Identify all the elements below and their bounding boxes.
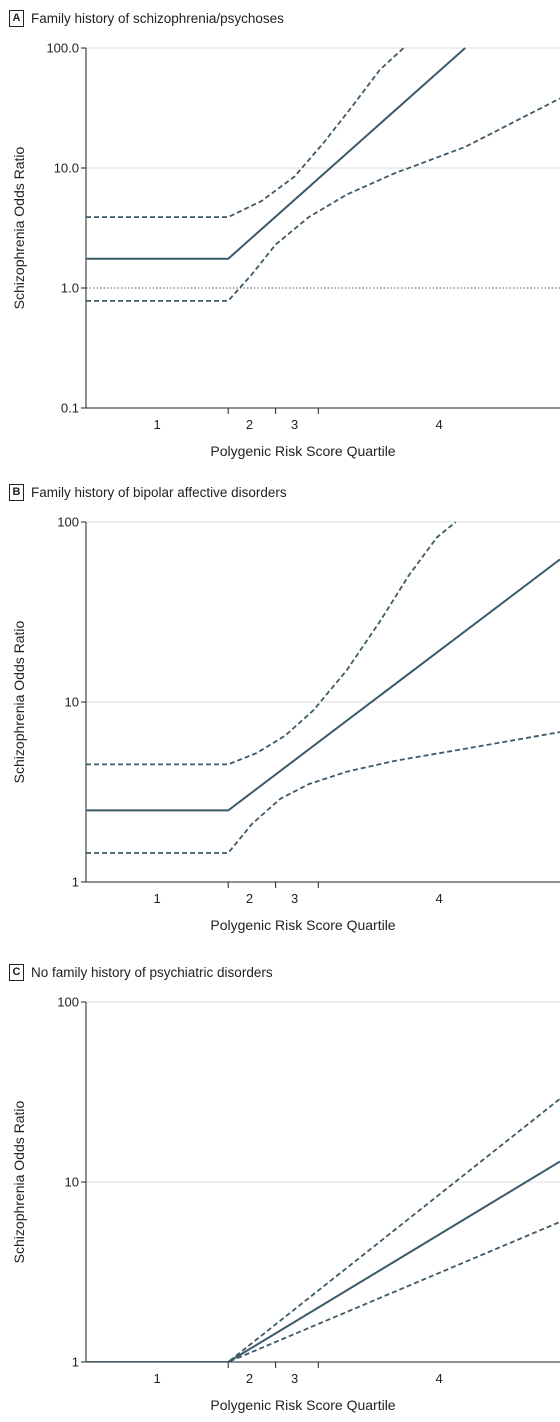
- panel-b-letter: B: [9, 483, 24, 501]
- estimate-line: [86, 47, 466, 260]
- series-group: [86, 521, 560, 854]
- y-tick-label: 10: [65, 695, 79, 710]
- panel-b-title: Family history of bipolar affective diso…: [31, 484, 287, 500]
- panel-b-header: B Family history of bipolar affective di…: [9, 482, 287, 502]
- panel-a-letter: A: [9, 9, 24, 27]
- panel-b: B Family history of bipolar affective di…: [0, 482, 560, 942]
- panel-b-chart: 1 10 100 1 2 3 4 Polygenic Risk Score Quartile S…: [11, 515, 560, 933]
- y-tick-label: 1: [72, 875, 79, 890]
- ci-line: [86, 97, 560, 302]
- y-tick-label: 100: [57, 995, 79, 1010]
- ci-line: [86, 1221, 560, 1362]
- panel-c-letter: C: [9, 963, 24, 981]
- x-tick-label: 4: [436, 417, 443, 432]
- x-tick-label: 1: [153, 417, 160, 432]
- x-axis-label: Polygenic Risk Score Quartile: [210, 917, 395, 933]
- x-tick-label: 2: [246, 1371, 253, 1386]
- panel-c-title: No family history of psychiatric disorde…: [31, 964, 273, 980]
- x-tick-label: 4: [436, 1371, 443, 1386]
- panel-a-chart: 0.1 1.0 10.0 100.0 1 2 3 4 Polygenic Risk Score …: [11, 41, 560, 459]
- ci-line: [86, 731, 560, 854]
- x-axis-label: Polygenic Risk Score Quartile: [210, 1397, 395, 1413]
- x-tick-label: 2: [246, 417, 253, 432]
- y-tick-label: 1.0: [61, 281, 79, 296]
- panel-c-header: C No family history of psychiatric disor…: [9, 962, 273, 982]
- y-tick-label: 10: [65, 1175, 79, 1190]
- panel-a-title: Family history of schizophrenia/psychose…: [31, 10, 284, 26]
- y-tick-label: 100.0: [46, 41, 79, 56]
- x-tick-label: 4: [436, 891, 443, 906]
- estimate-line: [86, 558, 560, 812]
- panel-c: C No family history of psychiatric disor…: [0, 962, 560, 1420]
- ci-line: [86, 1098, 560, 1362]
- y-tick-label: 10.0: [54, 161, 79, 176]
- x-tick-label: 1: [153, 891, 160, 906]
- x-tick-label: 2: [246, 891, 253, 906]
- panel-c-chart: 1 10 100 1 2 3 4 Polygenic Risk Score Quartile S…: [11, 995, 560, 1413]
- y-axis-label: Schizophrenia Odds Ratio: [11, 620, 27, 783]
- y-tick-label: 1: [72, 1355, 79, 1370]
- y-axis-label: Schizophrenia Odds Ratio: [11, 146, 27, 309]
- panel-a-header: A Family history of schizophrenia/psycho…: [9, 8, 284, 28]
- x-tick-label: 3: [291, 1371, 298, 1386]
- estimate-line: [86, 1160, 560, 1362]
- y-tick-label: 100: [57, 515, 79, 530]
- y-axis-label: Schizophrenia Odds Ratio: [11, 1100, 27, 1263]
- ci-line: [86, 47, 405, 219]
- x-tick-label: 3: [291, 417, 298, 432]
- series-group: [86, 1098, 560, 1362]
- x-tick-label: 1: [153, 1371, 160, 1386]
- panel-a: A Family history of schizophrenia/psycho…: [0, 8, 560, 468]
- series-group: [86, 47, 560, 302]
- x-axis-label: Polygenic Risk Score Quartile: [210, 443, 395, 459]
- ci-line: [86, 521, 457, 766]
- x-tick-label: 3: [291, 891, 298, 906]
- y-tick-label: 0.1: [61, 401, 79, 416]
